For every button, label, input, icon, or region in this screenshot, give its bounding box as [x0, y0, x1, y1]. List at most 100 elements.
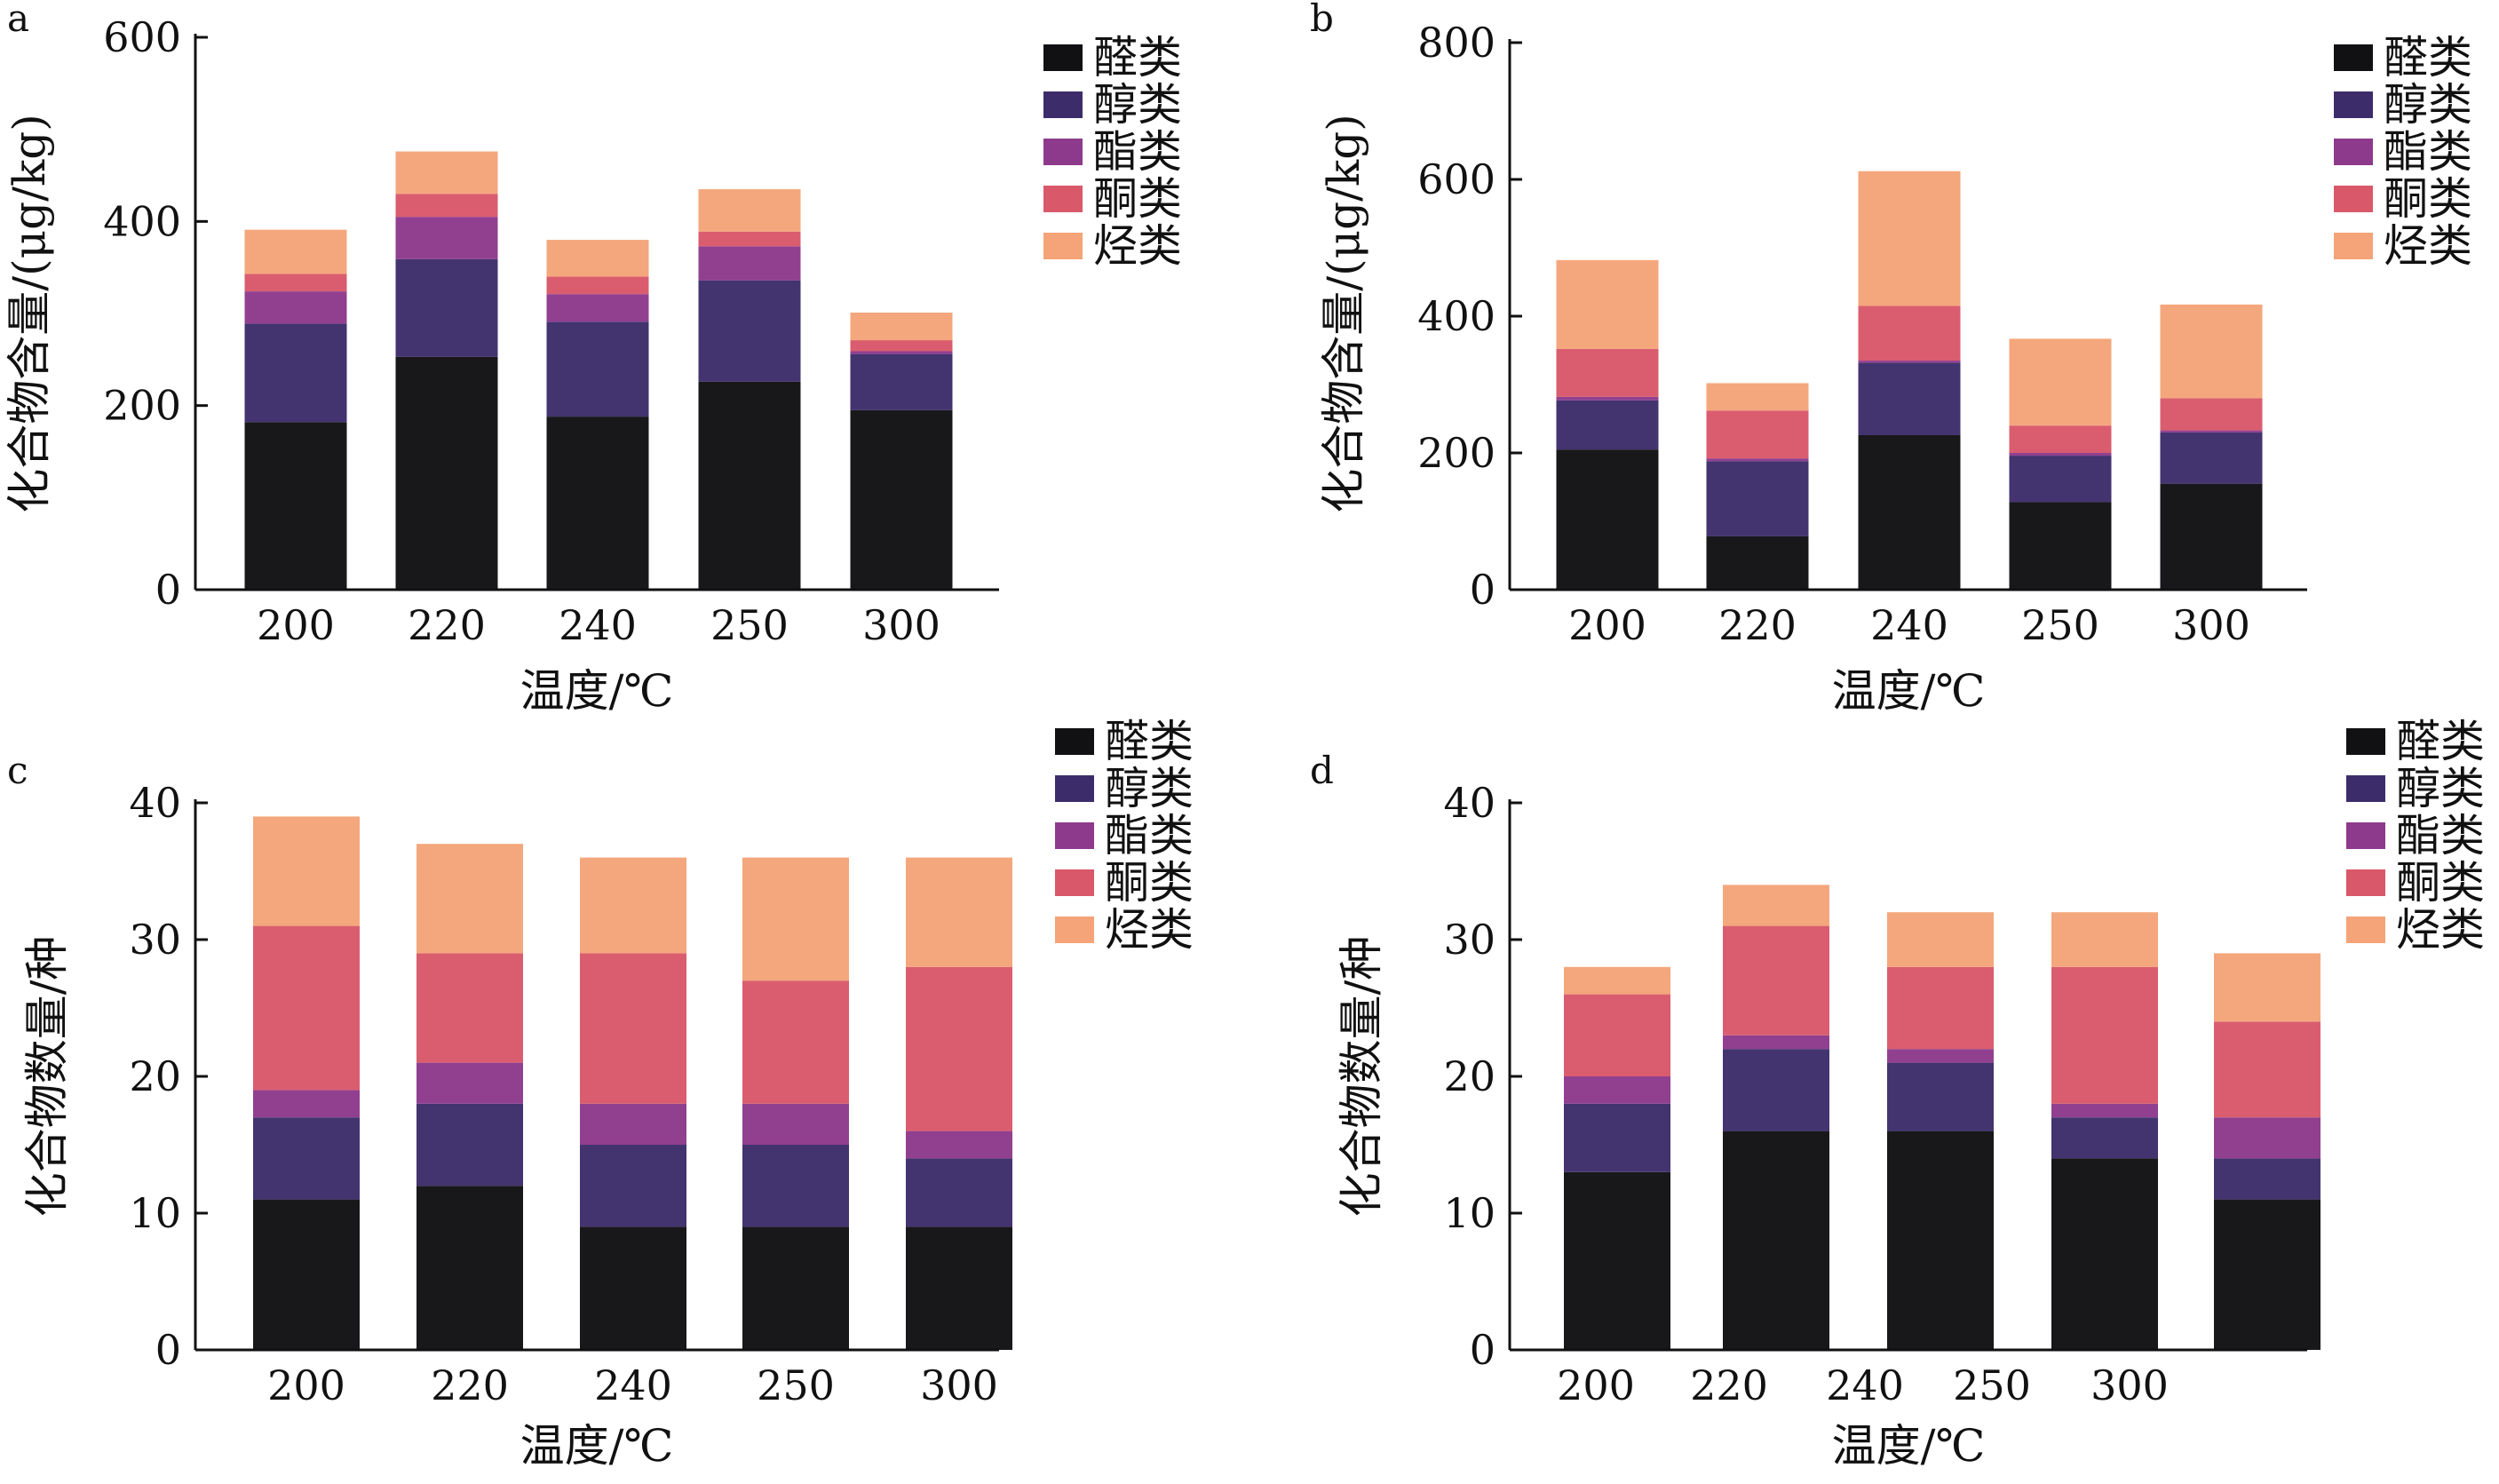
legend-label: 烃类: [1093, 220, 1182, 272]
legend-label: 醇类: [1105, 763, 1194, 814]
bar-醇类-300: [2160, 432, 2263, 484]
y-tick-label: 400: [1417, 292, 1495, 340]
bar-酯类-300: [2214, 1117, 2320, 1159]
bar-醛类-250: [2051, 1158, 2158, 1350]
legend-swatch-烃类: [1043, 233, 1083, 259]
bar-酮类-200: [244, 274, 347, 292]
legend-label: 酮类: [2384, 173, 2472, 225]
legend-swatch-醛类: [1043, 44, 1083, 71]
bar-醇类-300: [850, 353, 953, 410]
bar-醇类-240: [1858, 362, 1961, 435]
bar-酮类-250: [2051, 966, 2158, 1104]
bar-酯类-200: [1556, 396, 1659, 401]
x-tick-label: 200: [1557, 1361, 1635, 1409]
bar-烃类-300: [2214, 953, 2320, 1022]
y-tick-label: 200: [103, 382, 181, 430]
bar-醛类-220: [1706, 536, 1809, 590]
bar-酮类-240: [1858, 306, 1961, 361]
legend-label: 醛类: [1105, 716, 1194, 767]
bar-酯类-300: [906, 1131, 1012, 1159]
bar-醛类-220: [1723, 1131, 1829, 1350]
bar-酯类-250: [2051, 1103, 2158, 1118]
bar-醛类-200: [253, 1199, 360, 1350]
bar-酯类-220: [1723, 1035, 1829, 1050]
bar-酯类-240: [546, 294, 649, 322]
legend-label: 酯类: [1105, 810, 1194, 861]
bar-醛类-250: [2009, 502, 2112, 590]
bar-酮类-300: [2160, 398, 2263, 431]
bar-烃类-220: [416, 844, 523, 954]
legend-swatch-酮类: [2334, 186, 2373, 212]
legend-swatch-醇类: [1043, 91, 1083, 118]
bar-醇类-250: [2051, 1117, 2158, 1159]
y-tick-label: 0: [1470, 566, 1495, 614]
bar-酯类-300: [850, 351, 953, 354]
y-tick-label: 800: [1417, 19, 1495, 67]
bar-烃类-200: [1564, 966, 1670, 995]
x-tick-label: 250: [1953, 1361, 2031, 1409]
y-tick-label: 10: [129, 1189, 181, 1237]
panel-d: d 0 10 20 30 40 200 220 240 250 300 温度/℃ 化合物数量/种 醛类醇类…: [1310, 716, 2485, 1472]
panel-c: c 0 10 20 30 40 200 220 240 250 300 温度/℃ 化合物数量/种 醛类醇类…: [7, 716, 1194, 1472]
bar-醇类-220: [1706, 461, 1809, 536]
bar-酯类-250: [742, 1103, 849, 1145]
bar-醛类-300: [2214, 1199, 2320, 1350]
y-tick-label: 30: [129, 916, 181, 964]
bar-酮类-250: [698, 231, 801, 247]
x-axis-label: 温度/℃: [520, 1420, 674, 1472]
x-tick-label: 240: [594, 1361, 672, 1409]
bar-醛类-240: [1858, 434, 1961, 590]
bar-烃类-250: [2009, 338, 2112, 426]
bar-酮类-250: [2009, 425, 2112, 453]
legend-swatch-酯类: [1055, 822, 1094, 849]
bar-醛类-250: [698, 381, 801, 590]
bar-醛类-300: [906, 1226, 1012, 1350]
x-tick-label: 300: [862, 601, 940, 649]
bar-醛类-240: [546, 417, 649, 590]
legend-label: 酯类: [2384, 126, 2472, 178]
bar-酯类-300: [2160, 430, 2263, 433]
bar-醛类-300: [2160, 483, 2263, 590]
x-tick-label: 200: [257, 601, 335, 649]
bar-烃类-240: [1887, 912, 1994, 967]
bar-酮类-220: [416, 953, 523, 1063]
legend-swatch-醛类: [2334, 44, 2373, 71]
y-tick-label: 20: [129, 1052, 181, 1100]
bar-醇类-240: [1887, 1062, 1994, 1131]
y-tick-label: 40: [1443, 779, 1495, 827]
bar-酯类-200: [1564, 1076, 1670, 1104]
bar-酯类-240: [1858, 361, 1961, 363]
bar-烃类-240: [580, 857, 686, 954]
y-tick-label: 0: [1470, 1326, 1495, 1374]
bar-醇类-250: [2009, 456, 2112, 503]
legend-swatch-醛类: [1055, 728, 1094, 755]
y-tick-label: 600: [1417, 155, 1495, 203]
x-tick-label: 240: [559, 601, 637, 649]
x-axis-label: 温度/℃: [1832, 665, 1986, 717]
bar-酮类-200: [1564, 994, 1670, 1076]
legend-label: 烃类: [2396, 904, 2485, 956]
bar-醇类-300: [906, 1158, 1012, 1227]
bar-烃类-250: [698, 189, 801, 232]
x-tick-label: 250: [757, 1361, 835, 1409]
bar-醇类-200: [1564, 1103, 1670, 1172]
bar-酮类-200: [253, 925, 360, 1091]
bar-酯类-240: [580, 1103, 686, 1145]
bar-酯类-220: [395, 217, 498, 259]
bar-醇类-250: [742, 1145, 849, 1227]
bar-酮类-220: [1706, 410, 1809, 459]
bar-烃类-200: [244, 229, 347, 274]
bar-醛类-200: [244, 422, 347, 590]
legend-label: 醛类: [2396, 716, 2485, 767]
y-tick-label: 200: [1417, 429, 1495, 477]
panel-b: b 0 200 400 600 800 200 220 240 250 300 温度/℃ 化合物含量/(…: [1310, 0, 2472, 717]
bar-酮类-240: [546, 276, 649, 295]
bar-酮类-300: [850, 340, 953, 352]
panel-label: c: [7, 749, 28, 792]
y-axis-label: 化合物数量/种: [21, 936, 73, 1218]
legend-swatch-酮类: [1055, 869, 1094, 896]
legend-label: 烃类: [1105, 904, 1194, 956]
legend-swatch-醛类: [2346, 728, 2385, 755]
